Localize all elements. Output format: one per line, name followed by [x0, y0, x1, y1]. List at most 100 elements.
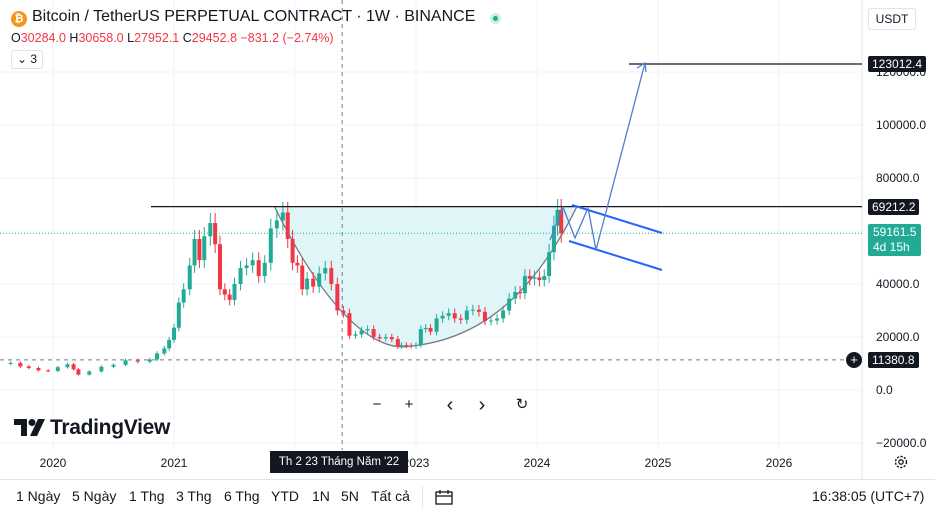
- zoom-out-button[interactable]: −: [372, 396, 382, 413]
- cup-shaded-area: [274, 206, 577, 347]
- calendar-goto-icon[interactable]: [434, 488, 454, 506]
- candle-body: [162, 348, 167, 354]
- candle-body: [36, 368, 41, 371]
- crosshair-date-label: Th 2 23 Tháng Năm '22: [270, 451, 408, 473]
- candle-body: [167, 339, 172, 349]
- candle-body: [476, 309, 481, 312]
- time-tick-label: 2025: [645, 456, 672, 470]
- candle-body: [232, 284, 237, 300]
- ohlc-open: 30284.0: [20, 31, 66, 45]
- range-button[interactable]: Tất cả: [371, 488, 410, 504]
- scroll-left-button[interactable]: ‹: [446, 394, 454, 416]
- scroll-right-button[interactable]: ›: [478, 394, 486, 416]
- candle-body: [202, 236, 207, 261]
- candle-body: [395, 339, 400, 347]
- candle-body: [347, 313, 352, 336]
- range-button[interactable]: 6 Thg: [224, 488, 260, 504]
- range-button[interactable]: 1 Thg: [129, 488, 165, 504]
- bottom-divider: [422, 486, 423, 508]
- currency-button[interactable]: USDT: [868, 8, 916, 30]
- candle-body: [513, 291, 518, 299]
- drawings: [0, 61, 862, 271]
- symbol-title[interactable]: Bitcoin / TetherUS PERPETUAL CONTRACT · …: [32, 8, 476, 25]
- candle-body: [155, 353, 160, 360]
- ohlc-close: 29452.8: [191, 31, 237, 45]
- range-button[interactable]: 1N: [312, 488, 330, 504]
- time-tick-label: 2024: [524, 456, 551, 470]
- ohlc-legend: O30284.0 H30658.0 L27952.1 C29452.8 −831…: [11, 31, 334, 45]
- price-tick-label: −20000.0: [876, 436, 927, 450]
- candle-body: [285, 212, 290, 239]
- range-button[interactable]: YTD: [271, 488, 299, 504]
- candle-body: [181, 289, 186, 303]
- candle-body: [172, 327, 176, 340]
- candle-body: [71, 364, 76, 370]
- candle-body: [522, 276, 527, 294]
- ohlc-close-label: C: [182, 31, 192, 45]
- candle-body: [300, 265, 305, 290]
- add-alert-plus-icon[interactable]: +: [846, 352, 862, 368]
- candle-body: [532, 277, 537, 279]
- candle-body: [464, 310, 469, 320]
- candle-body: [65, 364, 70, 368]
- candle-body: [317, 273, 322, 287]
- candle-body: [238, 268, 243, 284]
- candle-body: [217, 244, 222, 290]
- price-tick-label: 20000.0: [876, 330, 920, 344]
- gear-icon[interactable]: [893, 454, 909, 470]
- candle-body: [46, 370, 51, 372]
- indicators-collapse-button[interactable]: ⌄ 3: [11, 50, 43, 69]
- indicator-count: 3: [30, 52, 38, 66]
- candle-body: [399, 344, 404, 347]
- tradingview-brand[interactable]: TradingView: [50, 416, 171, 439]
- candle-body: [197, 238, 202, 261]
- candle-body: [458, 318, 463, 320]
- candle-body: [428, 327, 433, 332]
- candle-body: [280, 212, 285, 221]
- channel-lower-line: [568, 240, 663, 271]
- candle-body: [489, 320, 494, 322]
- candle-body: [501, 310, 506, 319]
- target-price-label: 123012.4: [868, 56, 927, 72]
- ohlc-change: −831.2 (−2.74%): [240, 31, 334, 45]
- reset-chart-button[interactable]: ↻: [515, 396, 529, 413]
- candle-body: [537, 277, 542, 281]
- candle-body: [123, 360, 128, 365]
- price-axis: 120000.0100000.080000.040000.020000.00.0…: [876, 65, 927, 450]
- candle-body: [208, 223, 213, 237]
- candle-body: [305, 278, 310, 290]
- range-button[interactable]: 3 Thg: [176, 488, 212, 504]
- candle-body: [423, 327, 428, 330]
- zoom-in-button[interactable]: +: [404, 396, 414, 413]
- crosshair-price-label: 11380.8: [868, 352, 919, 368]
- bitcoin-logo-icon: ₿: [11, 11, 27, 27]
- candle-body: [192, 238, 197, 266]
- candle-body: [274, 220, 279, 229]
- candle-body: [542, 276, 547, 281]
- range-button[interactable]: 5 Ngày: [72, 488, 117, 504]
- current-price-label: 59161.5 4d 15h: [868, 224, 921, 256]
- range-button[interactable]: 5N: [341, 488, 359, 504]
- candle-body: [250, 260, 255, 266]
- candle-body: [341, 310, 346, 314]
- candle-body: [244, 265, 249, 269]
- tradingview-logo-icon: [14, 419, 45, 436]
- ohlc-low-label: L: [127, 31, 135, 45]
- candle-body: [452, 313, 457, 319]
- clock-timezone[interactable]: 16:38:05 (UTC+7): [812, 488, 925, 504]
- candle-body: [551, 225, 556, 253]
- candles: [8, 198, 564, 376]
- price-tick-label: 0.0: [876, 383, 893, 397]
- range-button[interactable]: 1 Ngày: [16, 488, 61, 504]
- candle-body: [329, 268, 334, 284]
- projection-arrowhead: [636, 61, 647, 73]
- resistance-price-label: 69212.2: [868, 199, 920, 215]
- candle-body: [335, 284, 340, 311]
- market-open-status-icon: [490, 13, 501, 24]
- crosshair: [0, 0, 862, 450]
- candle-body: [409, 345, 414, 347]
- time-tick-label: 2023: [403, 456, 430, 470]
- candle-body: [268, 228, 273, 263]
- candle-body: [418, 329, 423, 345]
